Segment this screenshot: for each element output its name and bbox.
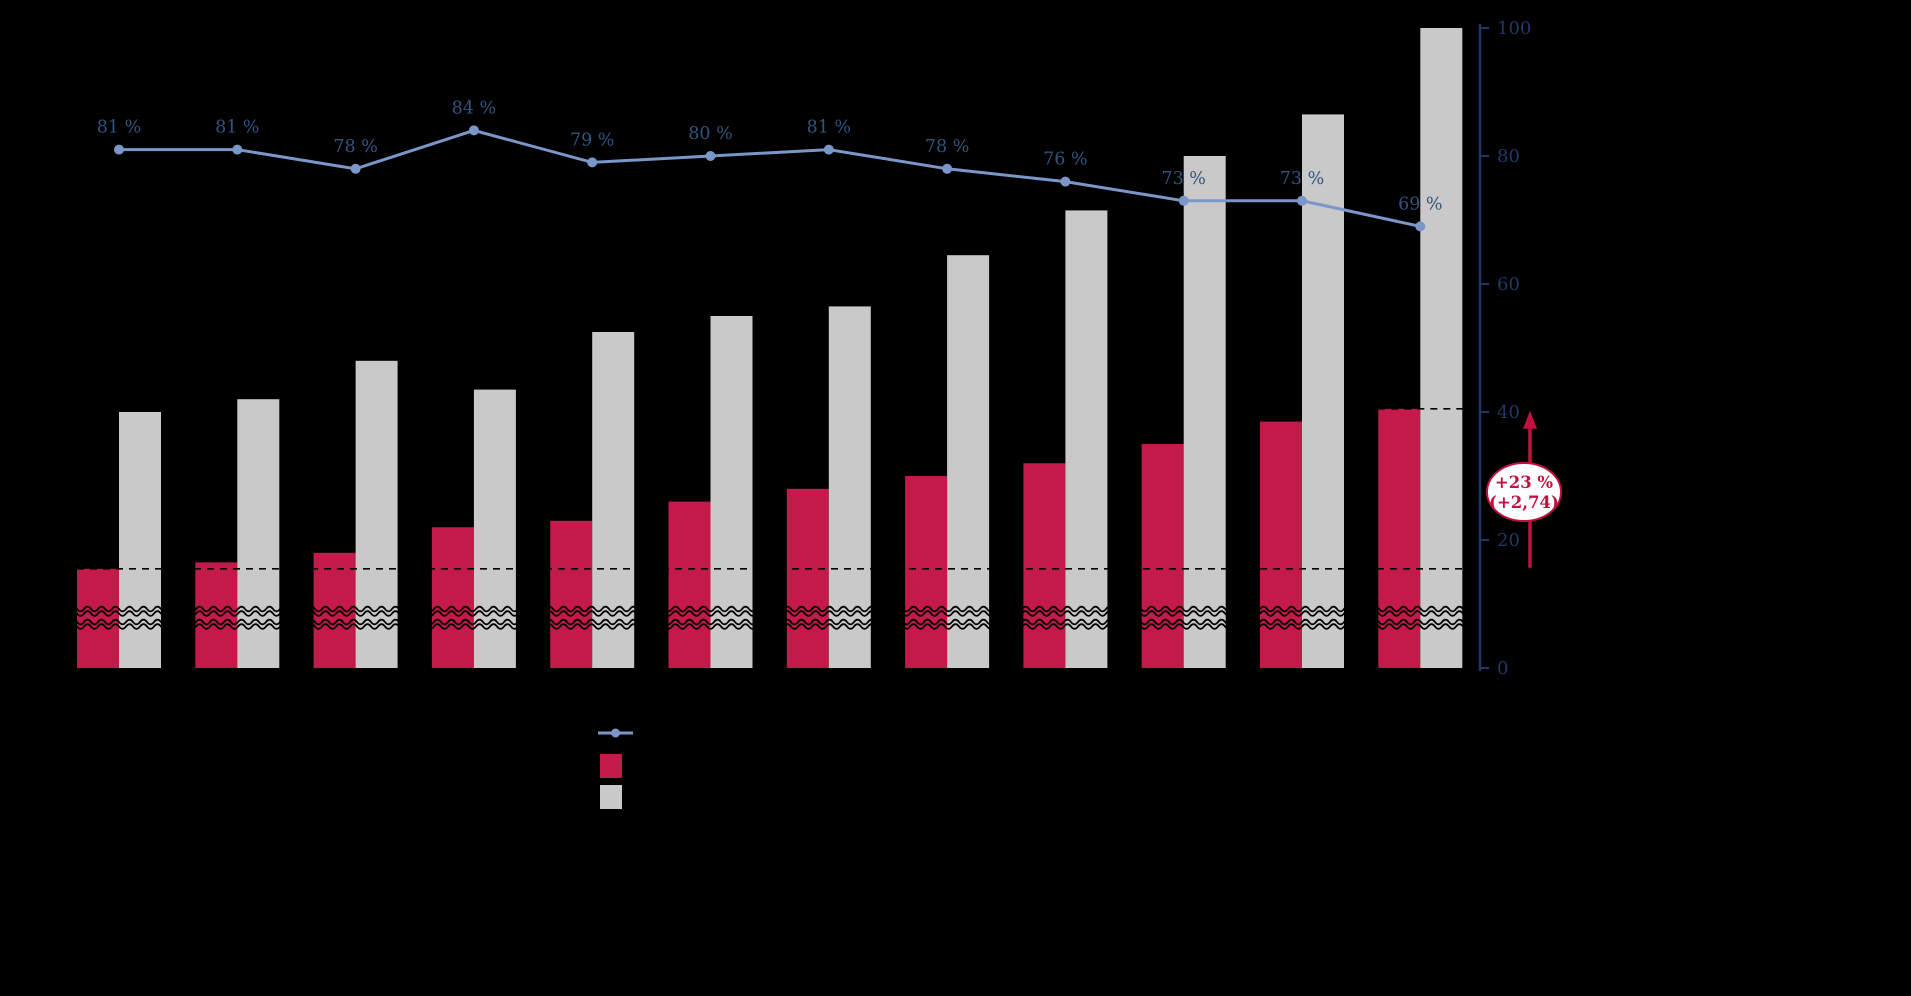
axis-break-mark [69, 610, 1485, 617]
gray-bar [355, 360, 398, 668]
gray-bar [119, 412, 161, 668]
percent-label: 81 % [215, 118, 259, 138]
red-bar [786, 488, 829, 668]
trend-point [114, 144, 124, 155]
axis-tick-label: 20 [1497, 530, 1520, 551]
percent-label: 81 % [97, 118, 141, 138]
trend-point [350, 163, 361, 174]
red-bar [431, 527, 474, 668]
legend-red-marker [600, 754, 622, 778]
axis-tick-label: 60 [1497, 274, 1520, 295]
growth-annotation-bubble [1486, 462, 1562, 522]
trend-line [119, 128, 1421, 228]
axis-break-mark [69, 618, 1485, 626]
trend-point [1297, 195, 1307, 206]
axis-tick-label: 100 [1497, 18, 1531, 39]
percent-label: 73 % [1161, 169, 1205, 189]
axis-tick-label: 80 [1497, 146, 1520, 167]
trend-point [232, 144, 243, 155]
gray-bar [710, 316, 753, 668]
red-bar [905, 476, 948, 668]
axis-break-mark [69, 623, 1485, 630]
gray-bar [1065, 210, 1108, 668]
axis-break-mark [69, 605, 1485, 613]
growth-annotation-text: +23 % [1495, 473, 1554, 492]
gray-bar [473, 389, 516, 668]
gray-bar [592, 332, 635, 668]
legend-line-marker-dot [611, 728, 620, 738]
gray-bar [1420, 28, 1463, 668]
percent-label: 84 % [452, 98, 496, 118]
trend-point [1060, 176, 1071, 187]
growth-arrow-head [1523, 410, 1537, 429]
trend-point [1415, 221, 1426, 232]
percent-label: 81 % [807, 118, 851, 138]
percent-label: 78 % [925, 137, 969, 157]
percent-label: 79 % [570, 130, 614, 150]
percent-label: 80 % [688, 124, 732, 144]
red-bar [1023, 463, 1066, 668]
red-bar [1260, 421, 1302, 668]
gray-bar [828, 306, 871, 668]
gray-bar [1183, 156, 1226, 668]
red-bar [550, 520, 593, 668]
percent-label: 69 % [1398, 194, 1442, 214]
trend-point [468, 125, 479, 136]
growth-annotation-text: (+2,74) [1489, 493, 1559, 512]
red-bar [668, 501, 711, 668]
red-bar [77, 568, 119, 668]
percent-label: 76 % [1043, 150, 1087, 170]
red-bar [1378, 408, 1421, 668]
red-bar [195, 562, 238, 668]
axis-tick-label: 40 [1497, 402, 1520, 423]
axis-tick-label: 0 [1497, 658, 1508, 679]
trend-point [823, 144, 834, 155]
red-bar [1141, 444, 1184, 668]
gray-bar [237, 399, 280, 668]
legend-gray-marker [600, 785, 622, 809]
trend-point [587, 157, 598, 168]
gray-bar [1302, 114, 1344, 668]
trend-point [1178, 195, 1189, 206]
gray-bar [947, 255, 990, 668]
trend-point [705, 151, 716, 161]
trend-point [942, 163, 953, 174]
percent-label: 73 % [1280, 169, 1324, 189]
percent-label: 78 % [333, 137, 377, 157]
